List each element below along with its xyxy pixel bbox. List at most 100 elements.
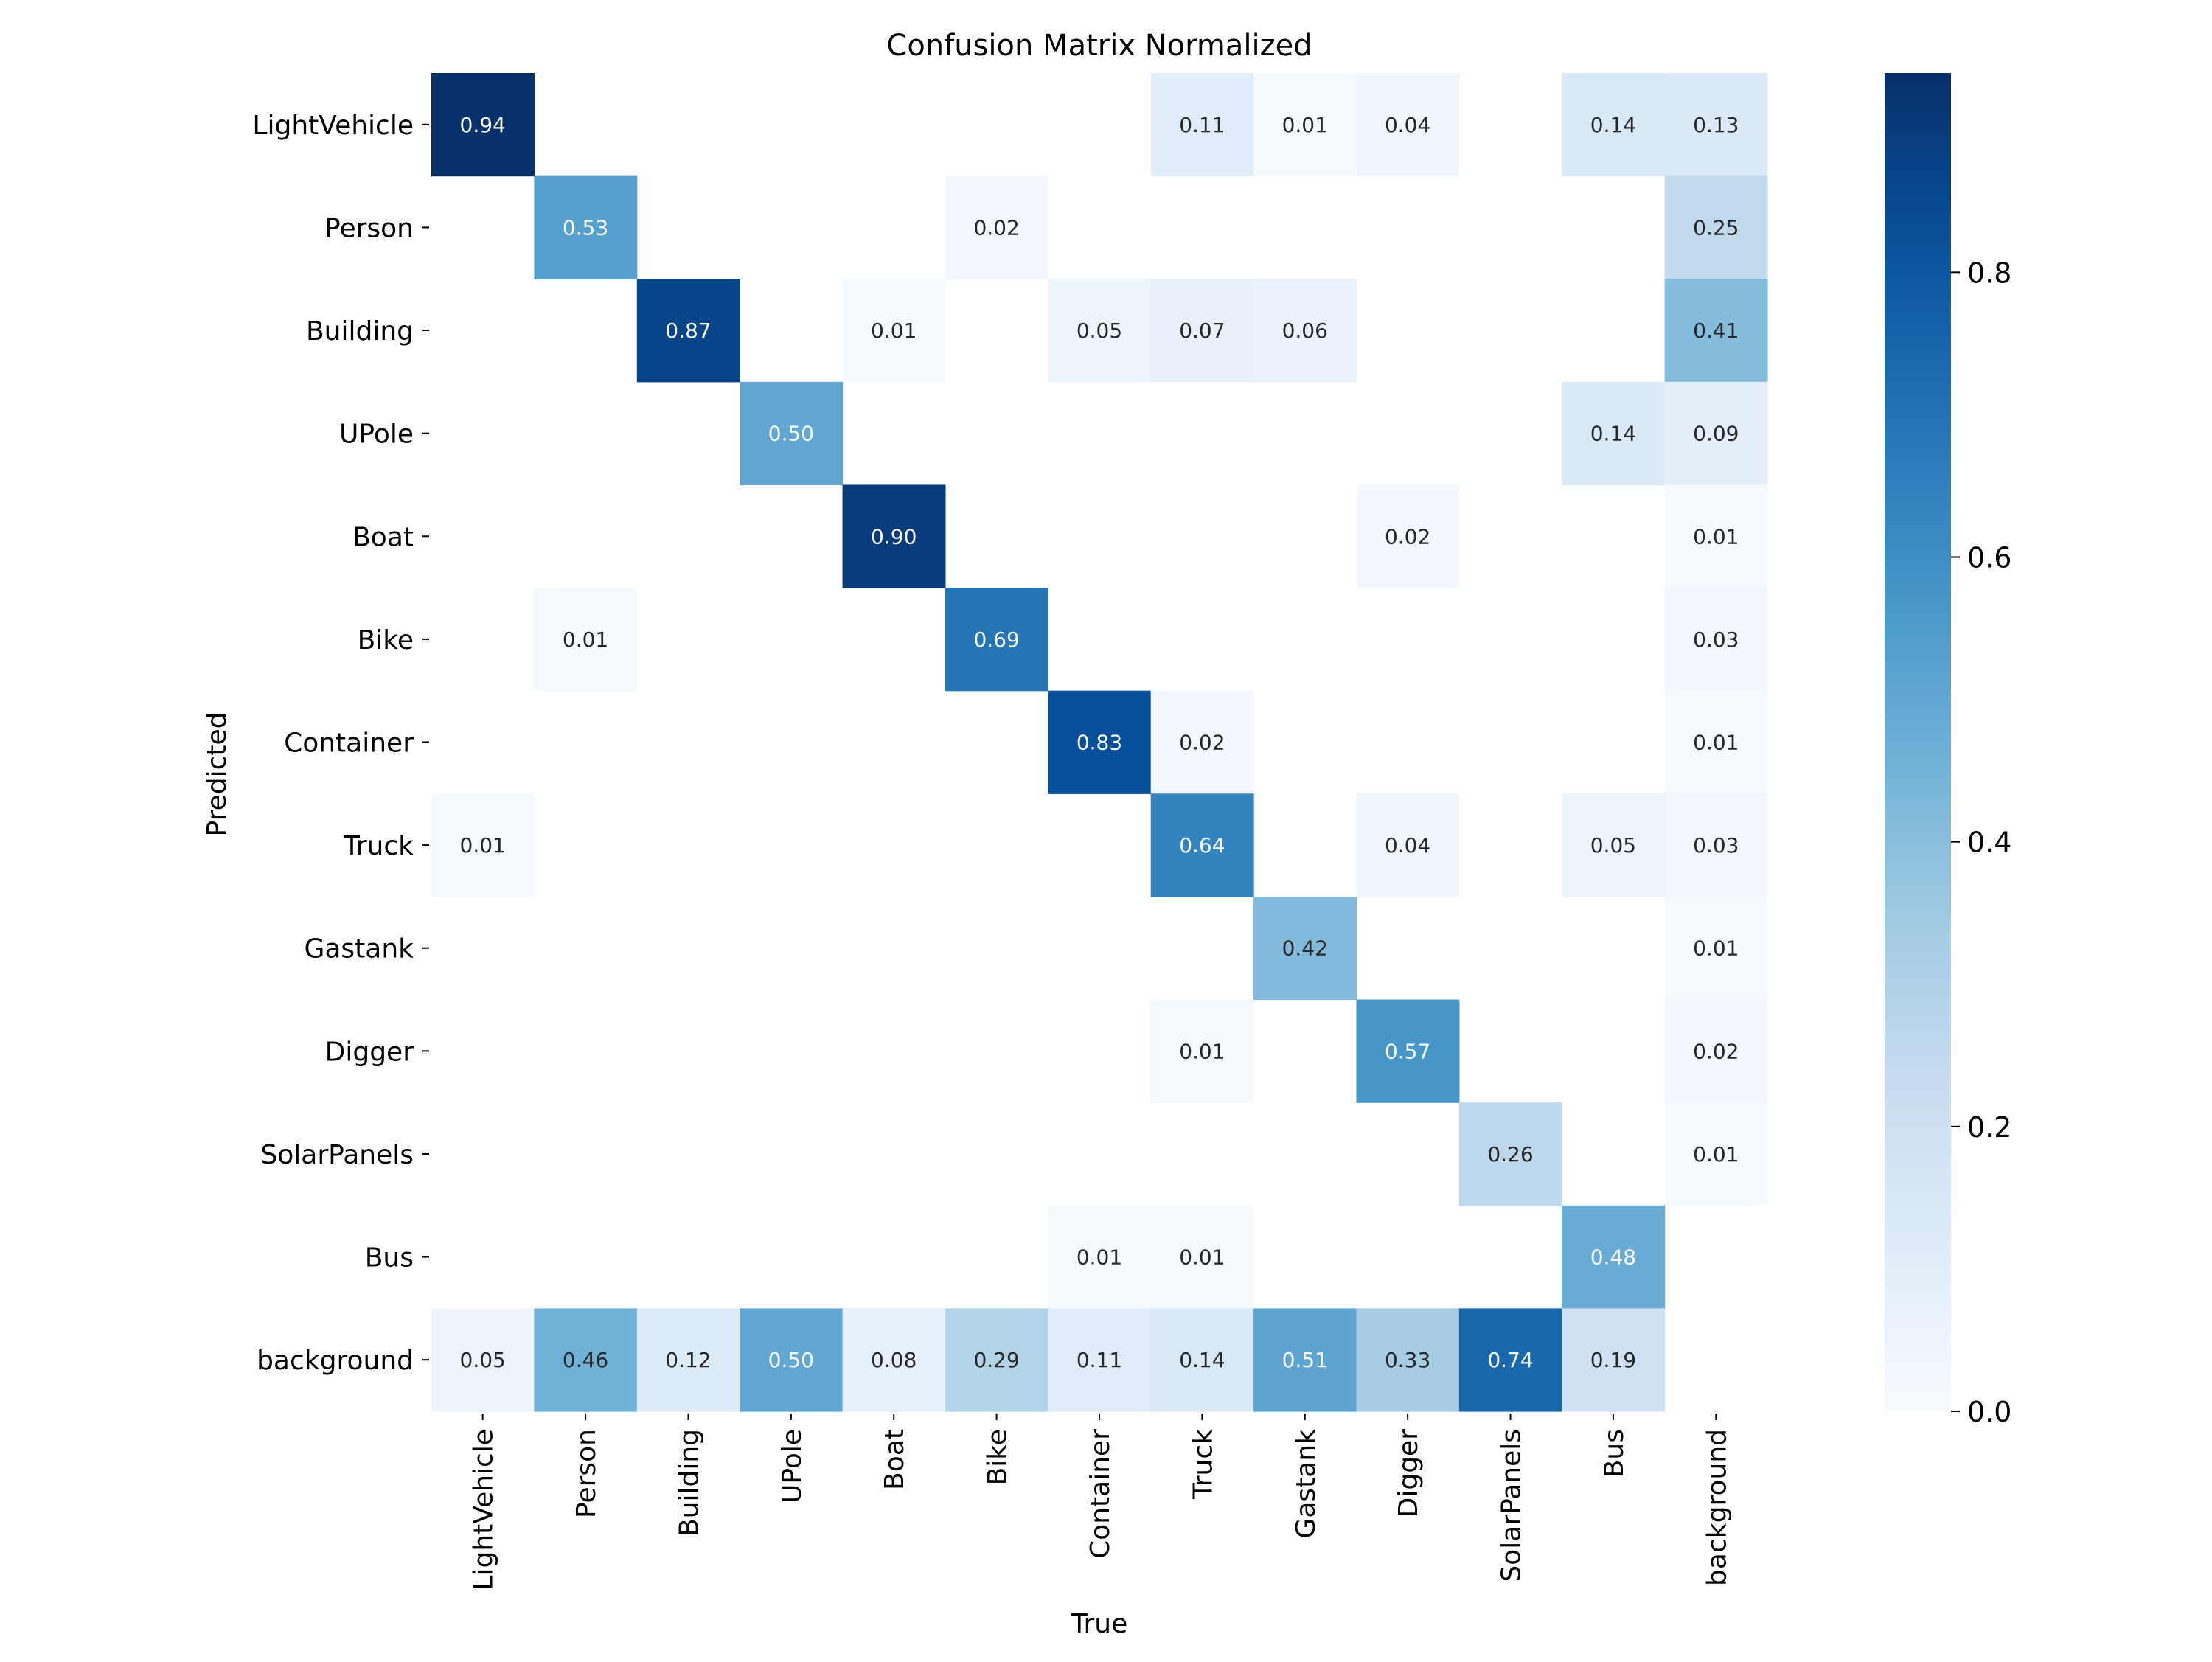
- heatmap-cell: [1562, 1205, 1666, 1309]
- cell-value-label: 0.03: [1693, 833, 1739, 858]
- cell-value-label: 0.04: [1385, 113, 1430, 137]
- cell-value-label: 0.09: [1693, 422, 1739, 446]
- heatmap-cell: [1664, 73, 1768, 177]
- cell-value-label: 0.14: [1590, 422, 1636, 446]
- heatmap-cell: [945, 175, 1048, 279]
- heatmap-cell: [534, 588, 638, 692]
- heatmap-cell: [1356, 999, 1460, 1103]
- y-tick-label: Gastank: [304, 934, 414, 964]
- cell-value-label: 0.01: [1179, 1039, 1225, 1063]
- y-tick-label: Digger: [325, 1037, 414, 1067]
- cell-value-label: 0.83: [1077, 731, 1122, 755]
- cell-value-label: 0.69: [973, 627, 1019, 652]
- heatmap-cell: [1356, 1308, 1460, 1412]
- heatmap-cell: [1664, 484, 1768, 588]
- heatmap-cell: [1664, 999, 1768, 1103]
- cell-value-label: 0.01: [1077, 1245, 1122, 1270]
- heatmap-cell: [945, 588, 1048, 692]
- y-tick-label: Building: [306, 316, 414, 347]
- cell-value-label: 0.29: [973, 1348, 1019, 1372]
- y-tick-label: Boat: [352, 522, 414, 552]
- heatmap-cell: [1150, 1205, 1254, 1309]
- heatmap-cell: [1664, 896, 1768, 1001]
- x-tick-label: Digger: [1394, 1429, 1424, 1518]
- cell-value-label: 0.05: [460, 1348, 506, 1372]
- heatmap-cell: [1664, 1102, 1768, 1206]
- heatmap-cell: [842, 279, 946, 383]
- cell-value-label: 0.02: [1693, 1039, 1739, 1063]
- y-axis-ticks: LightVehicle Person Building UPole Boat Bike C…: [252, 111, 429, 1376]
- y-tick-label: LightVehicle: [252, 111, 414, 141]
- cell-value-label: 0.03: [1693, 627, 1739, 652]
- heatmap-cell: [1253, 896, 1357, 1001]
- heatmap-cell: [1664, 588, 1768, 692]
- x-tick-label: Gastank: [1291, 1429, 1321, 1539]
- heatmap-cell: [1150, 1308, 1254, 1412]
- heatmap-cell: [1253, 73, 1357, 177]
- heatmap-cell: [1150, 73, 1254, 177]
- cell-value-label: 0.19: [1590, 1348, 1636, 1372]
- x-tick-label: Boat: [880, 1429, 910, 1490]
- colorbar-tick-label: 0.8: [1967, 257, 2011, 289]
- heatmap-cell: [842, 484, 946, 588]
- cell-value-label: 0.74: [1487, 1348, 1533, 1372]
- cell-value-label: 0.25: [1693, 215, 1739, 240]
- y-tick-label: Bike: [358, 625, 414, 656]
- cell-value-label: 0.51: [1282, 1348, 1328, 1372]
- y-tick-label: Bus: [365, 1243, 414, 1273]
- heatmap-cell: [945, 1308, 1048, 1412]
- cell-value-label: 0.11: [1077, 1348, 1122, 1372]
- x-tick-label: LightVehicle: [469, 1429, 499, 1590]
- x-axis-ticks: LightVehicle Person Building UPole Boat Bike C…: [469, 1414, 1732, 1590]
- cell-value-label: 0.02: [1179, 731, 1225, 755]
- heatmap-cell: [534, 175, 638, 279]
- heatmap-cell: [842, 1308, 946, 1412]
- y-tick-label: Truck: [343, 831, 414, 861]
- heatmap-cell: [1048, 690, 1152, 794]
- x-tick-label: Building: [674, 1429, 704, 1537]
- cell-value-label: 0.50: [768, 1348, 814, 1372]
- cell-value-label: 0.01: [1693, 524, 1739, 549]
- x-tick-label: SolarPanels: [1497, 1429, 1527, 1582]
- cell-value-label: 0.64: [1179, 833, 1225, 858]
- heatmap-cell: [636, 279, 740, 383]
- cell-value-label: 0.01: [563, 627, 608, 652]
- heatmap-cell: [1664, 279, 1768, 383]
- cell-value-label: 0.90: [871, 524, 917, 549]
- heatmap-cell: [1562, 1308, 1666, 1412]
- cell-value-label: 0.01: [1282, 113, 1328, 137]
- cell-value-label: 0.01: [871, 319, 917, 343]
- heatmap-cell: [1048, 1205, 1152, 1309]
- cell-value-label: 0.06: [1282, 319, 1328, 343]
- colorbar-tick-label: 0.6: [1967, 541, 2011, 574]
- heatmap-cell: [1253, 1308, 1357, 1412]
- cell-value-label: 0.12: [665, 1348, 711, 1372]
- cell-value-label: 0.01: [1693, 936, 1739, 961]
- heatmap-cell: [431, 1308, 535, 1412]
- cell-value-label: 0.01: [1693, 731, 1739, 755]
- heatmap-cell: [1664, 690, 1768, 794]
- x-tick-label: Truck: [1188, 1429, 1218, 1500]
- heatmap-cell: [1562, 73, 1666, 177]
- heatmap-cell: [1253, 279, 1357, 383]
- x-tick-label: Container: [1085, 1429, 1116, 1559]
- colorbar-tick-label: 0.0: [1967, 1396, 2011, 1428]
- heatmap-cell: [431, 73, 535, 177]
- cell-value-label: 0.26: [1487, 1142, 1533, 1166]
- cell-value-label: 0.02: [1385, 524, 1430, 549]
- heatmap-cell: [740, 1308, 844, 1412]
- x-tick-label: Bus: [1599, 1429, 1630, 1478]
- heatmap-cell: [1356, 793, 1460, 897]
- cell-value-label: 0.14: [1590, 113, 1636, 137]
- heatmap-cell: [1048, 279, 1152, 383]
- heatmap-cell: [1664, 175, 1768, 279]
- colorbar-tick-label: 0.2: [1967, 1111, 2011, 1144]
- y-tick-label: Person: [324, 213, 414, 243]
- cell-value-label: 0.01: [460, 833, 506, 858]
- heatmap-cell: [1458, 1308, 1562, 1412]
- heatmap-cell: [1048, 1308, 1152, 1412]
- cell-value-label: 0.13: [1693, 113, 1739, 137]
- x-tick-label: Person: [571, 1429, 602, 1518]
- cell-value-label: 0.42: [1282, 936, 1328, 961]
